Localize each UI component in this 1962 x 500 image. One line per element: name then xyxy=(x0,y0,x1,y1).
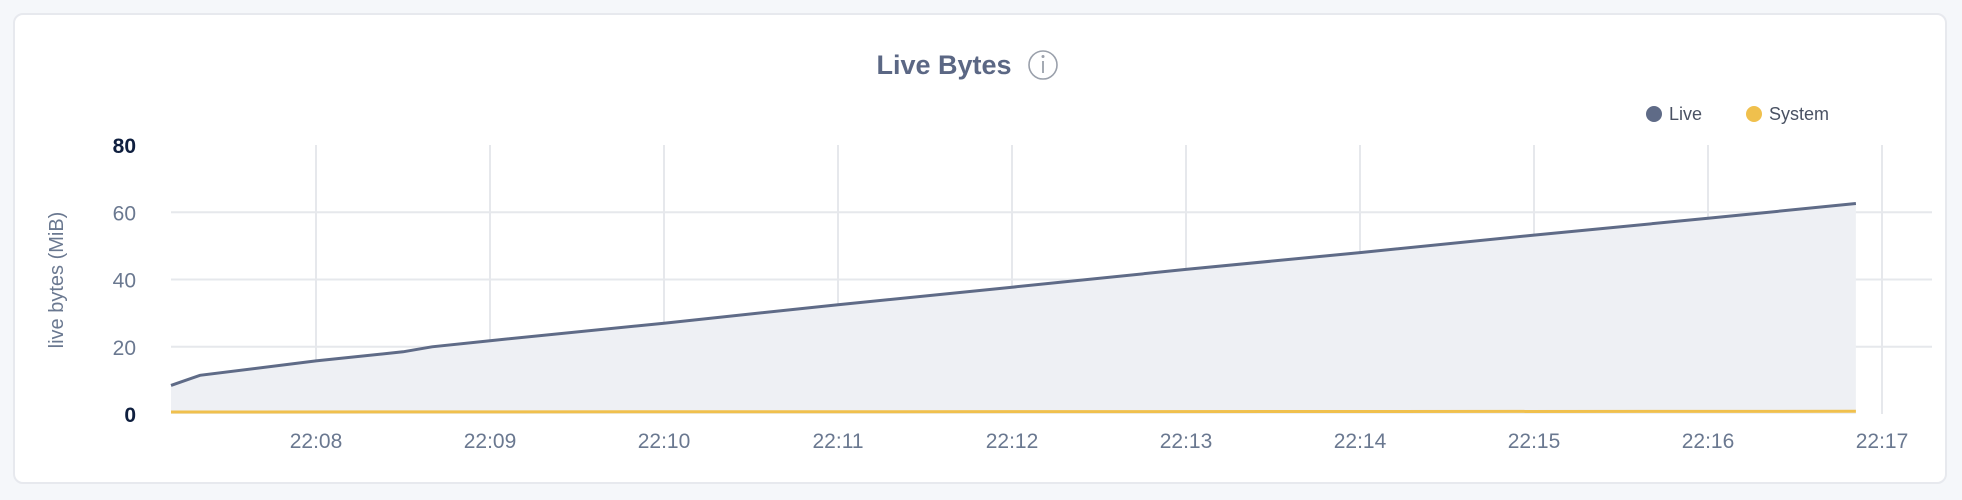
info-icon[interactable] xyxy=(1028,50,1058,80)
legend-marker-system xyxy=(1746,106,1762,122)
x-tick-label: 22:14 xyxy=(1334,430,1387,453)
legend-label-live: Live xyxy=(1669,104,1702,124)
x-tick-label: 22:13 xyxy=(1160,430,1213,453)
x-tick-label: 22:11 xyxy=(813,430,864,453)
x-tick-label: 22:09 xyxy=(464,430,517,453)
x-tick-label: 22:15 xyxy=(1508,430,1561,453)
series-area-live xyxy=(171,203,1856,414)
x-tick-label: 22:08 xyxy=(290,430,343,453)
x-tick-label: 22:17 xyxy=(1856,430,1909,453)
legend-label-system: System xyxy=(1769,104,1829,124)
x-tick-label: 22:10 xyxy=(638,430,691,453)
y-axis-label: live bytes (MiB) xyxy=(46,212,68,349)
y-tick-label: 40 xyxy=(113,270,136,293)
series-line-system xyxy=(170,409,1856,414)
x-tick-label: 22:12 xyxy=(986,430,1039,453)
y-tick-label: 0 xyxy=(124,404,136,427)
y-tick-label: 60 xyxy=(113,202,136,225)
series-line-live xyxy=(170,202,1857,387)
y-tick-label: 20 xyxy=(113,337,136,360)
y-tick-label: 80 xyxy=(113,135,136,158)
x-tick-label: 22:16 xyxy=(1682,430,1735,453)
legend-marker-live xyxy=(1646,106,1662,122)
chart-title: Live Bytes xyxy=(876,50,1011,80)
